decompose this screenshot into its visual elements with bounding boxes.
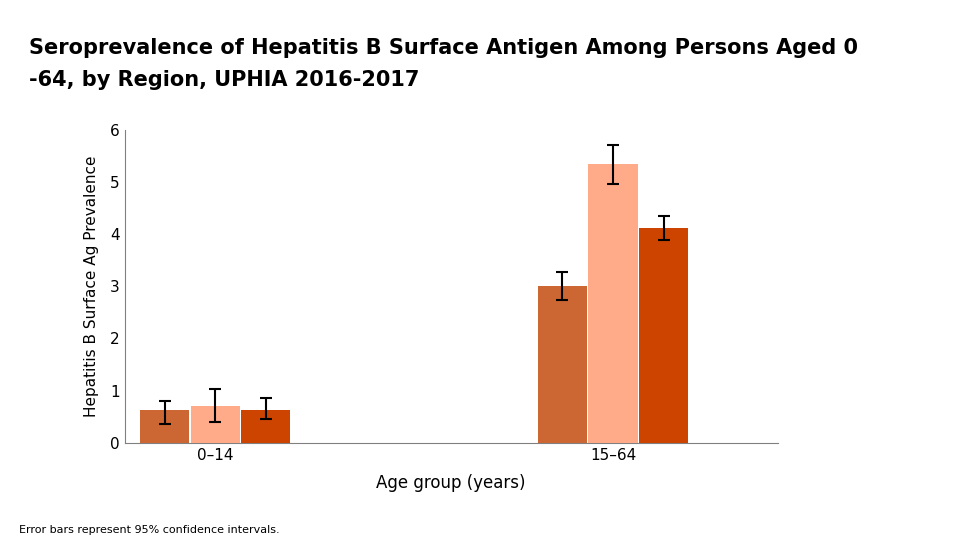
Text: Seroprevalence of Hepatitis B Surface Antigen Among Persons Aged 0: Seroprevalence of Hepatitis B Surface An… xyxy=(29,38,858,58)
Bar xyxy=(241,410,291,443)
Text: Error bars represent 95% confidence intervals.: Error bars represent 95% confidence inte… xyxy=(19,524,279,535)
Bar xyxy=(191,406,240,443)
Text: -64, by Region, UPHIA 2016-2017: -64, by Region, UPHIA 2016-2017 xyxy=(29,70,420,90)
Bar xyxy=(140,410,189,443)
Bar xyxy=(538,286,587,443)
Legend: Female, Male, Total: Female, Male, Total xyxy=(323,538,580,540)
X-axis label: Age group (years): Age group (years) xyxy=(376,474,526,492)
Bar xyxy=(588,164,637,443)
Bar xyxy=(639,228,688,443)
Y-axis label: Hepatitis B Surface Ag Prevalence: Hepatitis B Surface Ag Prevalence xyxy=(84,156,99,417)
